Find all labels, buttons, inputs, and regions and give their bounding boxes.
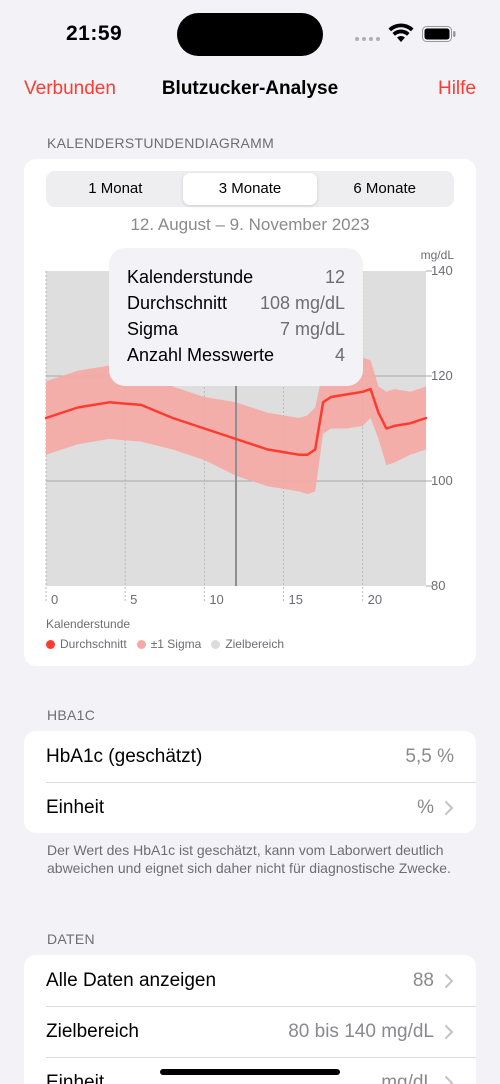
segment-3-months[interactable]: 3 Monate	[182, 173, 318, 205]
tooltip-value: 7 mg/dL	[279, 319, 345, 339]
connected-button[interactable]: Verbunden	[24, 78, 116, 99]
tooltip-label: Anzahl Messwerte	[127, 345, 275, 365]
y-axis-label: mg/dL	[421, 248, 455, 262]
row-label: HbA1c (geschätzt)	[46, 746, 203, 767]
y-tick-label: 80	[431, 578, 445, 593]
row-label: Einheit	[46, 797, 105, 818]
data-section-header: DATEN	[47, 931, 95, 947]
x-tick-label: 10	[209, 592, 223, 607]
x-tick-label: 0	[51, 592, 58, 607]
tooltip-value: 12	[324, 267, 345, 287]
tooltip-label: Kalenderstunde	[127, 267, 254, 287]
period-segmented-control[interactable]: 1 Monat 3 Monate 6 Monate	[46, 171, 454, 207]
cellular-signal-icon	[355, 37, 380, 41]
segment-6-months[interactable]: 6 Monate	[353, 180, 416, 197]
segment-1-month[interactable]: 1 Monat	[88, 180, 143, 197]
hba1c-section-header: HBA1C	[47, 707, 96, 723]
legend-label: ±1 Sigma	[150, 637, 202, 651]
target-range-row[interactable]: Zielbereich 80 bis 140 mg/dL	[24, 1007, 476, 1057]
hba1c-estimated-row: HbA1c (geschätzt) 5,5 %	[24, 732, 476, 782]
y-tick-label: 140	[431, 263, 453, 278]
legend-item-average: Durchschnitt	[46, 637, 127, 651]
row-label: Zielbereich	[46, 1021, 139, 1042]
legend-item-target: Zielbereich	[211, 637, 284, 651]
date-range: 12. August – 9. November 2023	[130, 215, 370, 234]
data-unit-row[interactable]: Einheit mg/dL	[24, 1058, 476, 1084]
x-tick-label: 5	[130, 592, 137, 607]
chevron-right-icon	[445, 1025, 453, 1039]
help-button[interactable]: Hilfe	[437, 78, 476, 99]
tooltip-row-count: Anzahl Messwerte 4	[127, 342, 345, 368]
y-tick-label: 100	[431, 473, 453, 488]
hba1c-unit-row[interactable]: Einheit %	[24, 783, 476, 833]
tooltip-row-average: Durchschnitt 108 mg/dL	[127, 290, 345, 316]
status-time: 21:59	[66, 22, 123, 45]
hba1c-value: 5,5 %	[405, 746, 454, 767]
chart-tooltip: Kalenderstunde 12 Durchschnitt 108 mg/dL…	[109, 248, 363, 386]
x-tick-label: 15	[289, 592, 303, 607]
tooltip-row-sigma: Sigma 7 mg/dL	[127, 316, 345, 342]
tooltip-value: 4	[334, 345, 345, 365]
tooltip-label: Sigma	[127, 319, 179, 339]
unit-value: %	[417, 797, 434, 818]
chart-section-header: KALENDERSTUNDENDIAGRAMM	[47, 135, 275, 151]
unit-value: mg/dL	[381, 1072, 434, 1084]
hba1c-footnote: Der Wert des HbA1c ist geschätzt, kann v…	[47, 842, 451, 876]
row-label: Einheit	[46, 1072, 105, 1084]
chevron-right-icon	[445, 801, 453, 815]
hba1c-card: HbA1c (geschätzt) 5,5 % Einheit %	[24, 731, 476, 833]
x-tick-label: 20	[368, 592, 382, 607]
legend-dot	[46, 639, 55, 649]
page-title: Blutzucker-Analyse	[161, 78, 339, 99]
legend-dot	[136, 639, 146, 649]
status-bar: 21:59	[0, 0, 500, 70]
average-line	[44, 387, 428, 457]
target-range-value: 80 bis 140 mg/dL	[288, 1021, 434, 1042]
show-all-data-row[interactable]: Alle Daten anzeigen 88	[24, 956, 476, 1006]
battery-icon	[422, 26, 456, 42]
navigation-bar: Verbunden Blutzucker-Analyse Hilfe	[0, 70, 500, 110]
legend-title: Kalenderstunde	[46, 617, 131, 631]
home-indicator	[160, 1069, 340, 1075]
data-card: Alle Daten anzeigen 88 Zielbereich 80 bi…	[24, 955, 476, 1084]
y-tick-label: 120	[431, 368, 453, 383]
row-divider	[46, 1006, 476, 1007]
wifi-icon	[388, 23, 414, 42]
legend-label: Durchschnitt	[60, 637, 127, 651]
dynamic-island	[177, 13, 323, 56]
row-divider	[46, 1057, 476, 1058]
chevron-right-icon	[445, 1076, 453, 1084]
tooltip-row-hour: Kalenderstunde 12	[127, 264, 345, 290]
row-label: Alle Daten anzeigen	[46, 970, 217, 991]
tooltip-value: 108 mg/dL	[259, 293, 345, 313]
legend-dot	[211, 639, 221, 649]
row-divider	[46, 782, 476, 783]
tooltip-label: Durchschnitt	[127, 293, 228, 313]
data-count-value: 88	[412, 970, 434, 991]
legend-label: Zielbereich	[225, 637, 285, 651]
chart-legend: Durchschnitt ±1 Sigma Zielbereich	[46, 637, 284, 651]
chevron-right-icon	[445, 974, 453, 988]
legend-item-sigma: ±1 Sigma	[136, 637, 202, 651]
chart-card: 1 Monat 3 Monate 6 Monate 12. August – 9…	[24, 159, 476, 666]
